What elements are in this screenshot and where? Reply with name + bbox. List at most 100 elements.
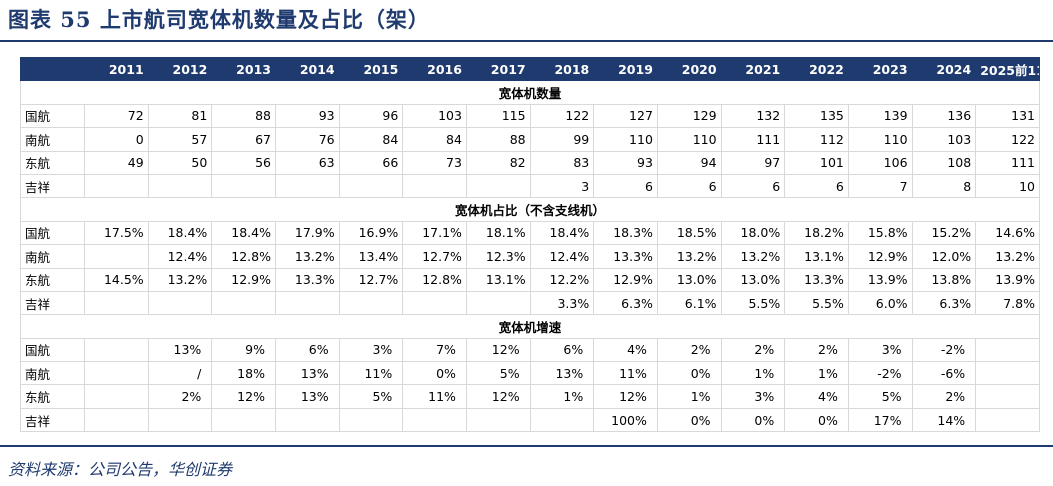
cell: 13.2%: [656, 244, 722, 269]
cell: 6: [784, 173, 849, 199]
cell: 110: [593, 127, 658, 152]
cell: 93: [274, 103, 340, 129]
cell: 12.8%: [211, 244, 276, 269]
header-cell: 2023: [847, 56, 913, 82]
cell: 135: [784, 103, 849, 129]
data-row: 吉祥 3 6 6 6 6 7 8 10: [20, 173, 1040, 199]
cell: [338, 173, 404, 199]
cell: 13.2%: [147, 267, 213, 292]
cell: 73: [402, 150, 467, 175]
cell: 13.3%: [784, 267, 849, 292]
cell: [975, 361, 1040, 386]
cell: 57: [147, 127, 213, 152]
cell: 13.9%: [847, 267, 913, 292]
cell: 81: [147, 103, 213, 129]
cell: [529, 407, 595, 433]
cell: 88: [211, 103, 276, 129]
cell: 18.5%: [656, 220, 722, 246]
cell: 112: [784, 127, 849, 152]
row-label: 国航: [20, 220, 85, 246]
figure-title: 图表 55 上市航司宽体机数量及占比（架）: [8, 7, 430, 32]
cell: 83: [529, 150, 595, 175]
cell: 13.9%: [975, 267, 1040, 292]
cell: 11%: [593, 361, 658, 386]
cell: 12.7%: [338, 267, 404, 292]
header-cell: 2017: [465, 56, 531, 82]
cell: 0%: [402, 361, 467, 386]
section-heading: 宽体机占比（不含支线机）: [20, 197, 1040, 222]
cell: 18.4%: [147, 220, 213, 246]
row-label: 东航: [20, 384, 85, 409]
cell: 18.2%: [784, 220, 849, 246]
cell: [84, 361, 149, 386]
cell: 18.0%: [720, 220, 786, 246]
cell: 5%: [847, 384, 913, 409]
cell: [147, 290, 213, 316]
cell: [465, 290, 531, 316]
data-row: 国航 17.5% 18.4% 18.4% 17.9% 16.9% 17.1% 18.1% 18.…: [20, 220, 1040, 246]
cell: 13%: [529, 361, 595, 386]
header-cell: 2018: [529, 56, 595, 82]
cell: 2%: [720, 337, 786, 363]
cell: [975, 337, 1040, 363]
cell: 12.8%: [402, 267, 467, 292]
cell: 97: [720, 150, 786, 175]
cell: 5.5%: [784, 290, 849, 316]
cell: 106: [847, 150, 913, 175]
cell: 94: [656, 150, 722, 175]
cell: 127: [593, 103, 658, 129]
header-cell: 2025前11月: [975, 56, 1040, 82]
cell: 12.7%: [402, 244, 467, 269]
data-row: 国航 13% 9% 6% 3% 7% 12% 6% 4% 2% 2% 2% 3% -2%: [20, 337, 1040, 363]
cell: [84, 244, 149, 269]
data-row: 东航 14.5% 13.2% 12.9% 13.3% 12.7% 12.8% 13.1% 12.…: [20, 267, 1040, 292]
rule: [0, 445, 1053, 447]
cell: 13%: [274, 384, 340, 409]
cell: 13.0%: [656, 267, 722, 292]
cell: 132: [720, 103, 786, 129]
cell: 13%: [147, 337, 213, 363]
cell: 3: [529, 173, 595, 199]
cell: 18.3%: [593, 220, 658, 246]
header-cell: 2012: [147, 56, 213, 82]
data-row: 南航 0 57 67 76 84 84 88 99 110 110 111 112 110 103 122: [20, 127, 1040, 152]
cell: 82: [465, 150, 531, 175]
cell: -6%: [911, 361, 977, 386]
cell: 10: [975, 173, 1040, 199]
cell: 13.0%: [720, 267, 786, 292]
cell: 12.2%: [529, 267, 595, 292]
cell: [84, 407, 149, 433]
cell: 0%: [656, 407, 722, 433]
cell: 1%: [656, 384, 722, 409]
cell: 13.1%: [784, 244, 849, 269]
section-row: 宽体机增速: [20, 314, 1040, 339]
cell: 12%: [211, 384, 276, 409]
data-row: 吉祥 100% 0% 0% 0% 17% 14%: [20, 407, 1040, 433]
cell: 5%: [465, 361, 531, 386]
cell: 84: [402, 127, 467, 152]
cell: 4%: [593, 337, 658, 363]
cell: [147, 407, 213, 433]
cell: [338, 407, 404, 433]
cell: 93: [593, 150, 658, 175]
cell: 2%: [656, 337, 722, 363]
cell: 122: [529, 103, 595, 129]
cell: [402, 290, 467, 316]
cell: 12.9%: [593, 267, 658, 292]
cell: 96: [338, 103, 404, 129]
cell: [465, 173, 531, 199]
row-label: 国航: [20, 337, 85, 363]
data-row: 吉祥 3.3% 6.3% 6.1% 5.5% 5.5% 6.0% 6.3% 7.8%: [20, 290, 1040, 316]
header-cell: 2021: [720, 56, 786, 82]
cell: 12%: [465, 384, 531, 409]
cell: 17.5%: [84, 220, 149, 246]
cell: 4%: [784, 384, 849, 409]
cell: 115: [465, 103, 531, 129]
cell: [274, 290, 340, 316]
cell: [402, 407, 467, 433]
cell: 16.9%: [338, 220, 404, 246]
cell: 7: [847, 173, 913, 199]
cell: 6: [656, 173, 722, 199]
cell: 100%: [593, 407, 658, 433]
data-row: 东航 49 50 56 63 66 73 82 83 93 94 97 101 106 108 111: [20, 150, 1040, 175]
